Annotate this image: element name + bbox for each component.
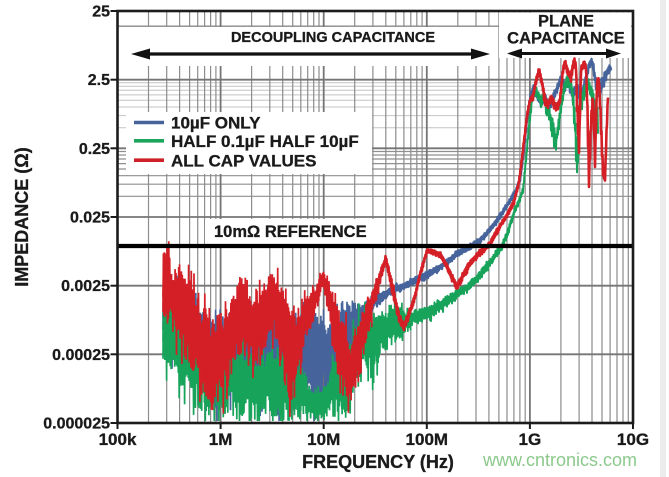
svg-text:10µF ONLY: 10µF ONLY [171,114,261,133]
svg-text:25: 25 [92,4,110,21]
svg-text:0.025: 0.025 [70,210,110,227]
svg-text:0.25: 0.25 [79,141,110,158]
svg-text:10G: 10G [617,430,649,449]
svg-text:0.00025: 0.00025 [52,347,110,364]
svg-text:0.000025: 0.000025 [43,416,110,433]
svg-text:0.0025: 0.0025 [61,278,110,295]
svg-text:IMPEDANCE (Ω): IMPEDANCE (Ω) [12,147,32,286]
svg-text:2.5: 2.5 [88,72,110,89]
svg-text:10M: 10M [307,430,340,449]
svg-text:www.cntronics.com: www.cntronics.com [482,450,637,470]
svg-text:100k: 100k [99,430,137,449]
svg-text:100M: 100M [406,430,449,449]
svg-text:10mΩ REFERENCE: 10mΩ REFERENCE [214,223,367,241]
svg-text:ALL CAP VALUES: ALL CAP VALUES [171,151,316,170]
svg-text:1G: 1G [519,430,542,449]
svg-text:DECOUPLING CAPACITANCE: DECOUPLING CAPACITANCE [231,30,435,46]
svg-text:FREQUENCY (Hz): FREQUENCY (Hz) [302,452,454,472]
svg-text:HALF 0.1µF HALF 10µF: HALF 0.1µF HALF 10µF [171,132,359,151]
svg-text:CAPACITANCE: CAPACITANCE [507,30,625,48]
svg-text:PLANE: PLANE [538,13,594,31]
svg-text:1M: 1M [209,430,233,449]
